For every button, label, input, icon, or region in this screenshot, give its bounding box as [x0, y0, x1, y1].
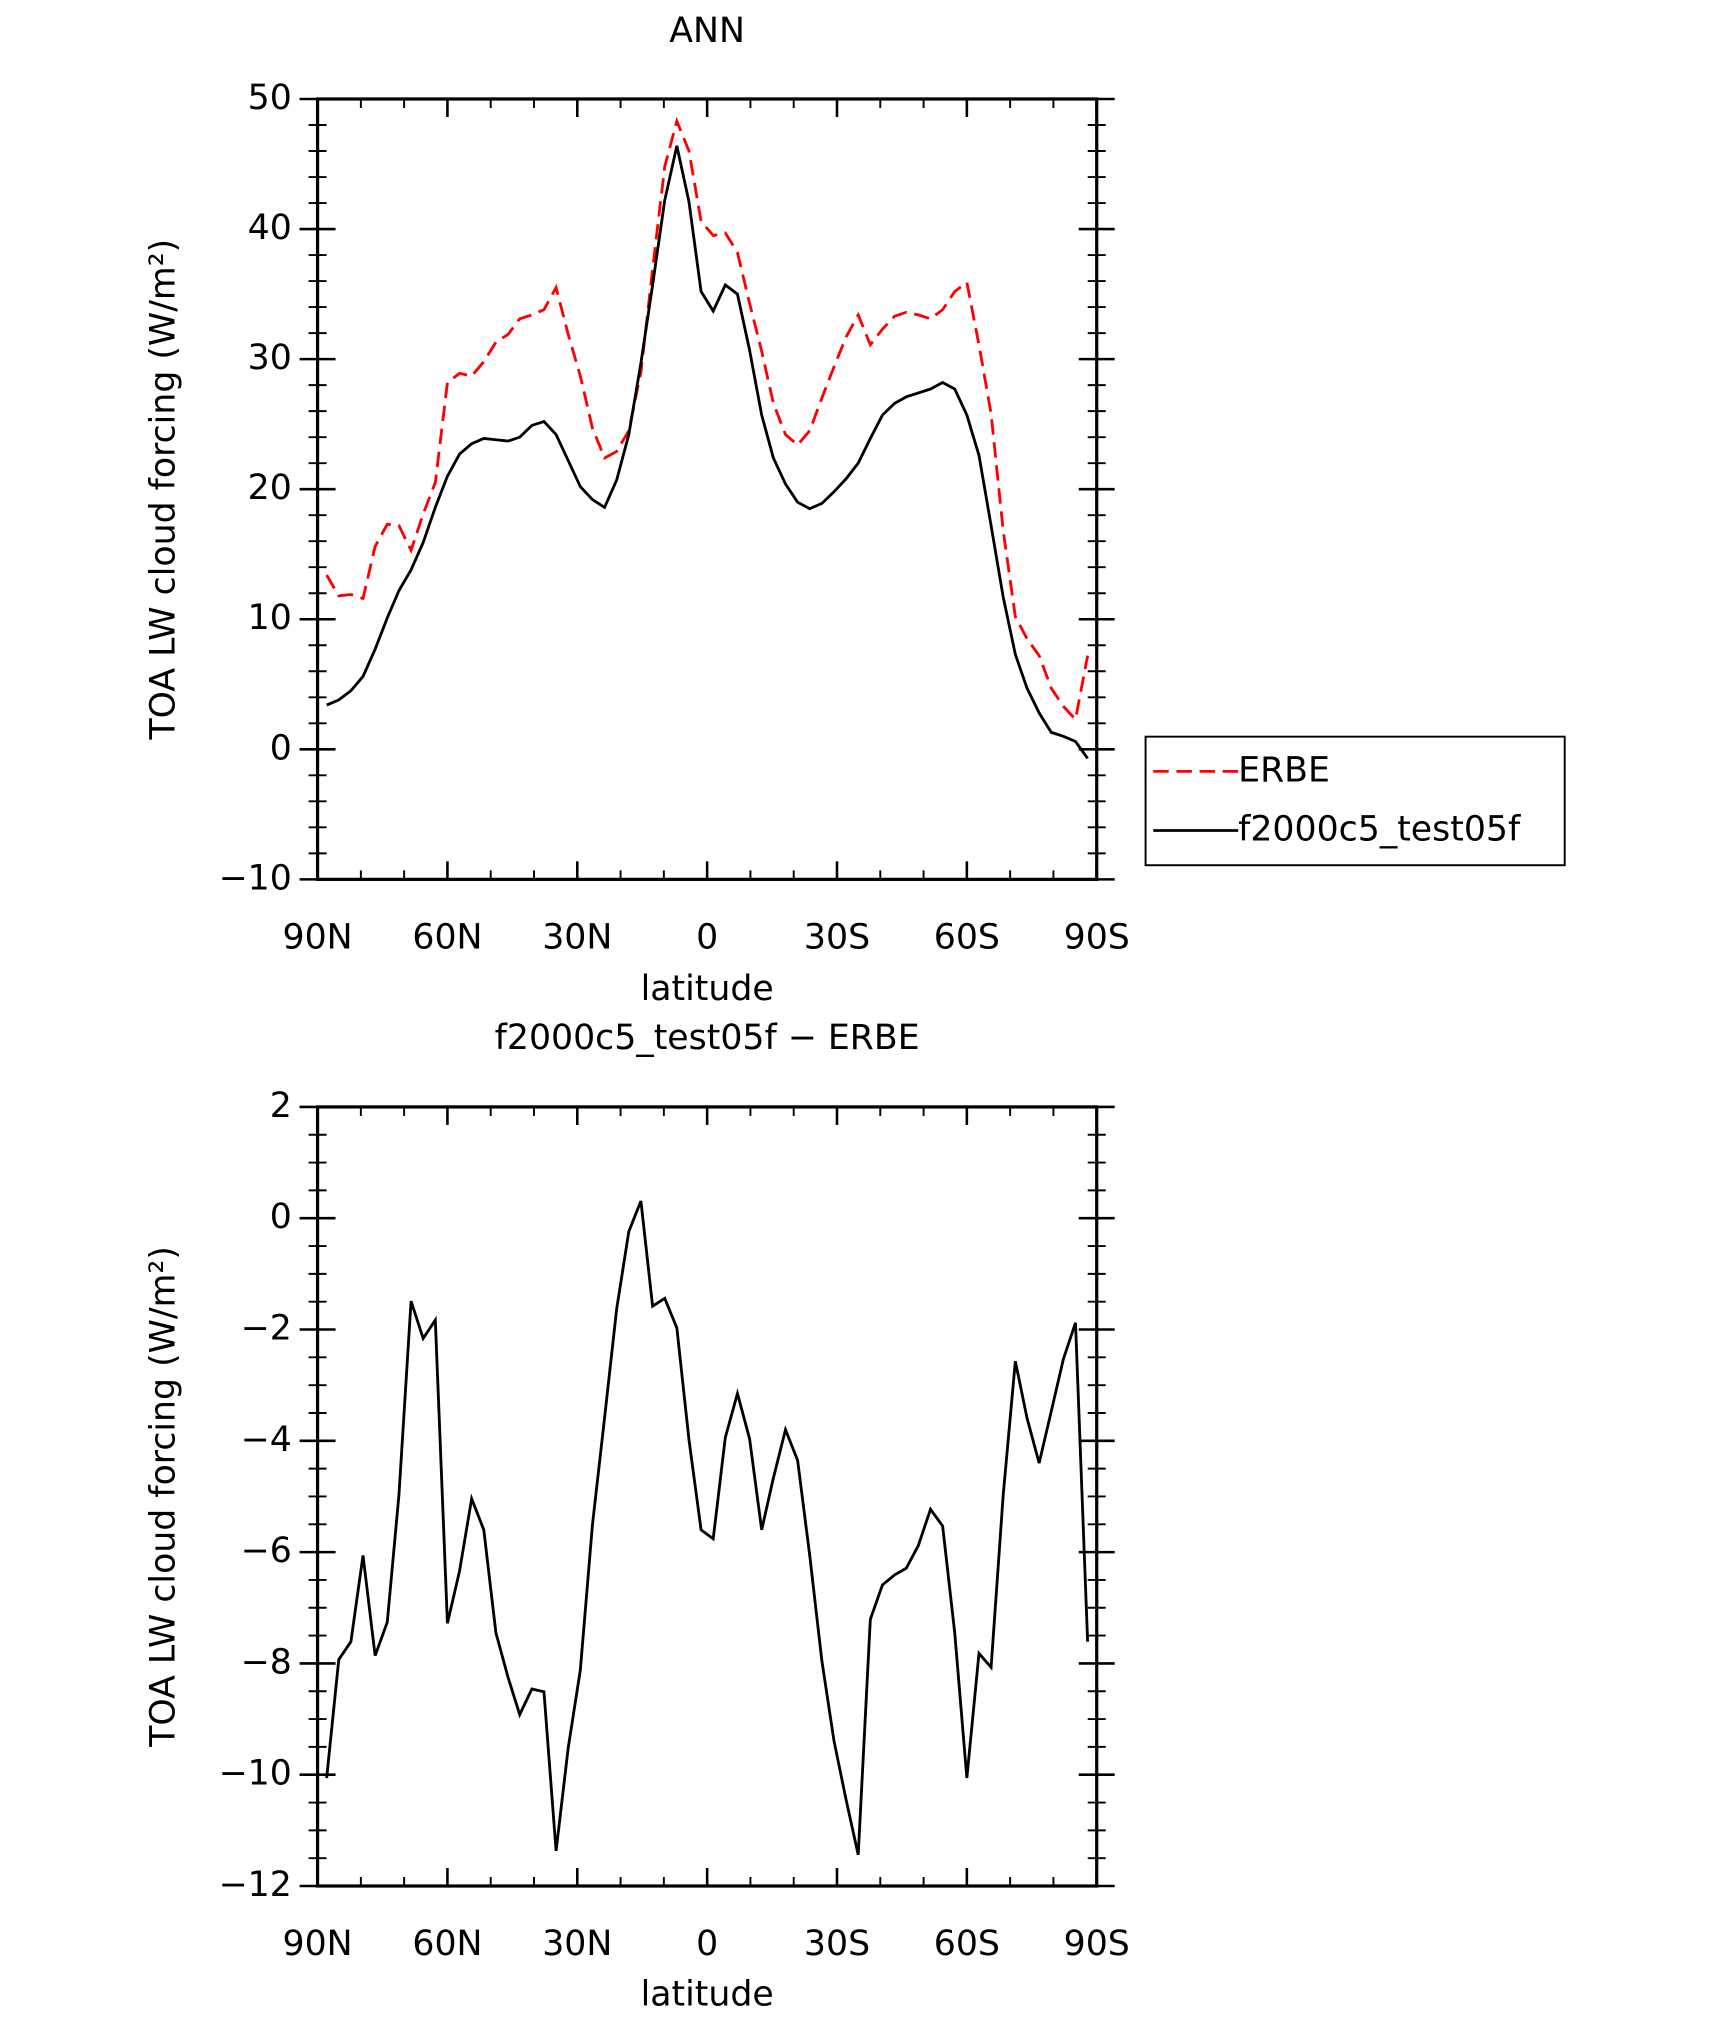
x-tick-label: 30N — [542, 918, 612, 958]
y-axis-label: TOA LW cloud forcing (W/m²) — [144, 1246, 184, 1748]
y-tick-label: 30 — [248, 338, 292, 378]
x-tick-label: 90S — [1064, 918, 1130, 958]
chart-title: f2000c5_test05f − ERBE — [495, 1018, 920, 1058]
x-tick-label: 60N — [412, 918, 482, 958]
legend-box — [1144, 735, 1566, 867]
y-tick-label: 40 — [248, 208, 292, 248]
x-tick-label: 90N — [283, 918, 353, 958]
legend-label: ERBE — [1238, 750, 1330, 790]
chart-title: ANN — [669, 11, 745, 51]
x-tick-label: 30S — [804, 918, 870, 958]
plot-frame — [315, 97, 1099, 881]
x-tick-label: 60S — [934, 918, 1000, 958]
x-axis-label: latitude — [641, 1974, 774, 2014]
x-tick-label: 90S — [1064, 1924, 1130, 1964]
y-tick-label: 50 — [248, 78, 292, 118]
legend-label: f2000c5_test05f — [1238, 810, 1521, 850]
y-tick-label: 0 — [270, 1197, 292, 1237]
y-tick-label: 2 — [270, 1086, 292, 1126]
y-tick-label: −10 — [219, 1754, 292, 1794]
y-tick-label: −12 — [219, 1865, 292, 1905]
x-tick-label: 90N — [283, 1924, 353, 1964]
series-line — [325, 1200, 1090, 1856]
x-tick-label: 30N — [542, 1924, 612, 1964]
series-line — [326, 145, 1089, 760]
y-tick-label: 20 — [248, 468, 292, 508]
y-tick-label: −8 — [241, 1642, 292, 1682]
x-axis-label: latitude — [641, 969, 774, 1009]
x-tick-label: 60N — [412, 1924, 482, 1964]
x-tick-label: 0 — [696, 918, 718, 958]
x-tick-label: 60S — [934, 1924, 1000, 1964]
y-tick-label: −6 — [241, 1531, 292, 1571]
y-tick-label: −10 — [219, 858, 292, 898]
y-axis-label: TOA LW cloud forcing (W/m²) — [144, 239, 184, 741]
y-tick-label: 10 — [248, 598, 292, 638]
x-tick-label: 0 — [696, 1924, 718, 1964]
y-tick-label: −2 — [241, 1309, 292, 1349]
y-tick-label: 0 — [270, 728, 292, 768]
y-tick-label: −4 — [241, 1420, 292, 1460]
plot-frame — [315, 1105, 1099, 1888]
x-tick-label: 30S — [804, 1924, 870, 1964]
series-line — [325, 116, 1090, 723]
